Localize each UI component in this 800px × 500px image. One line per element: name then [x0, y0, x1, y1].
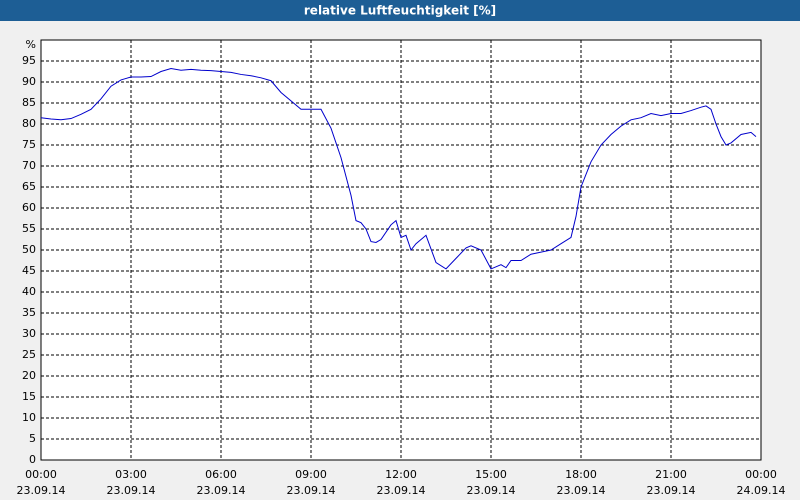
x-tick-label: 21:00 [655, 468, 687, 481]
x-tick-date: 23.09.14 [17, 484, 66, 497]
y-tick-label: 90 [22, 75, 36, 88]
line [40, 68, 757, 270]
title-bar [0, 0, 800, 21]
y-tick-label: 40 [22, 285, 36, 298]
y-tick-label: 50 [22, 243, 36, 256]
x-tick-date: 23.09.14 [107, 484, 156, 497]
y-tick-label: 55 [22, 222, 36, 235]
x-tick-label: 00:00 [745, 468, 777, 481]
x-tick-date: 23.09.14 [647, 484, 696, 497]
x-tick-date: 23.09.14 [467, 484, 516, 497]
y-tick-label: 95 [22, 54, 36, 67]
x-tick-date: 23.09.14 [557, 484, 606, 497]
y-tick-label: 85 [22, 96, 36, 109]
y-tick-label: 65 [22, 180, 36, 193]
x-tick-label: 03:00 [115, 468, 147, 481]
y-tick-label: 35 [22, 306, 36, 319]
y-tick-label: 45 [22, 264, 36, 277]
y-tick-label: 20 [22, 369, 36, 382]
y-tick-label: 70 [22, 159, 36, 172]
x-tick-label: 09:00 [295, 468, 327, 481]
y-tick-label: 5 [29, 432, 36, 445]
y-tick-label: 75 [22, 138, 36, 151]
x-tick-label: 18:00 [565, 468, 597, 481]
plot-border [40, 39, 762, 461]
y-tick-label: 60 [22, 201, 36, 214]
y-unit: % [26, 38, 36, 51]
y-tick-label: 0 [29, 453, 36, 466]
x-tick-date: 23.09.14 [377, 484, 426, 497]
y-tick-label: 30 [22, 327, 36, 340]
x-tick-date: 23.09.14 [287, 484, 336, 497]
y-tick-label: 80 [22, 117, 36, 130]
x-tick-label: 00:00 [25, 468, 57, 481]
y-tick-label: 25 [22, 348, 36, 361]
y-tick-label: 15 [22, 390, 36, 403]
x-tick-label: 15:00 [475, 468, 507, 481]
x-tick-date: 24.09.14 [737, 484, 786, 497]
chart-title: relative Luftfeuchtigkeit [%] [304, 4, 496, 18]
x-tick-label: 12:00 [385, 468, 417, 481]
y-tick-label: 10 [22, 411, 36, 424]
x-tick-date: 23.09.14 [197, 484, 246, 497]
x-tick-label: 06:00 [205, 468, 237, 481]
